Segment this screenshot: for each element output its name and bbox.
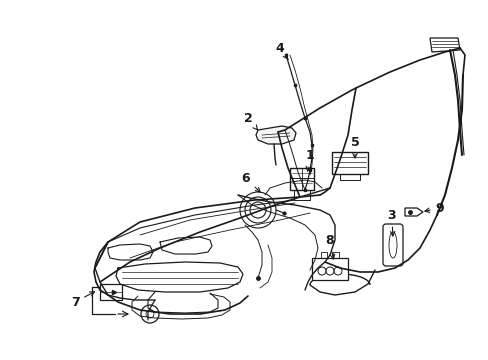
Polygon shape — [404, 208, 422, 216]
Text: 3: 3 — [387, 208, 395, 236]
FancyBboxPatch shape — [311, 258, 347, 280]
Text: 1: 1 — [305, 149, 314, 171]
Text: 5: 5 — [350, 135, 359, 158]
Text: 2: 2 — [243, 112, 257, 130]
Text: 8: 8 — [325, 234, 334, 259]
Text: 7: 7 — [70, 292, 94, 309]
Polygon shape — [256, 126, 295, 144]
Text: 4: 4 — [275, 41, 287, 59]
FancyBboxPatch shape — [289, 168, 313, 190]
FancyBboxPatch shape — [100, 284, 122, 300]
FancyBboxPatch shape — [331, 152, 367, 174]
FancyBboxPatch shape — [382, 224, 402, 266]
Polygon shape — [429, 38, 459, 52]
Text: 9: 9 — [424, 202, 444, 215]
Text: 6: 6 — [241, 171, 260, 192]
